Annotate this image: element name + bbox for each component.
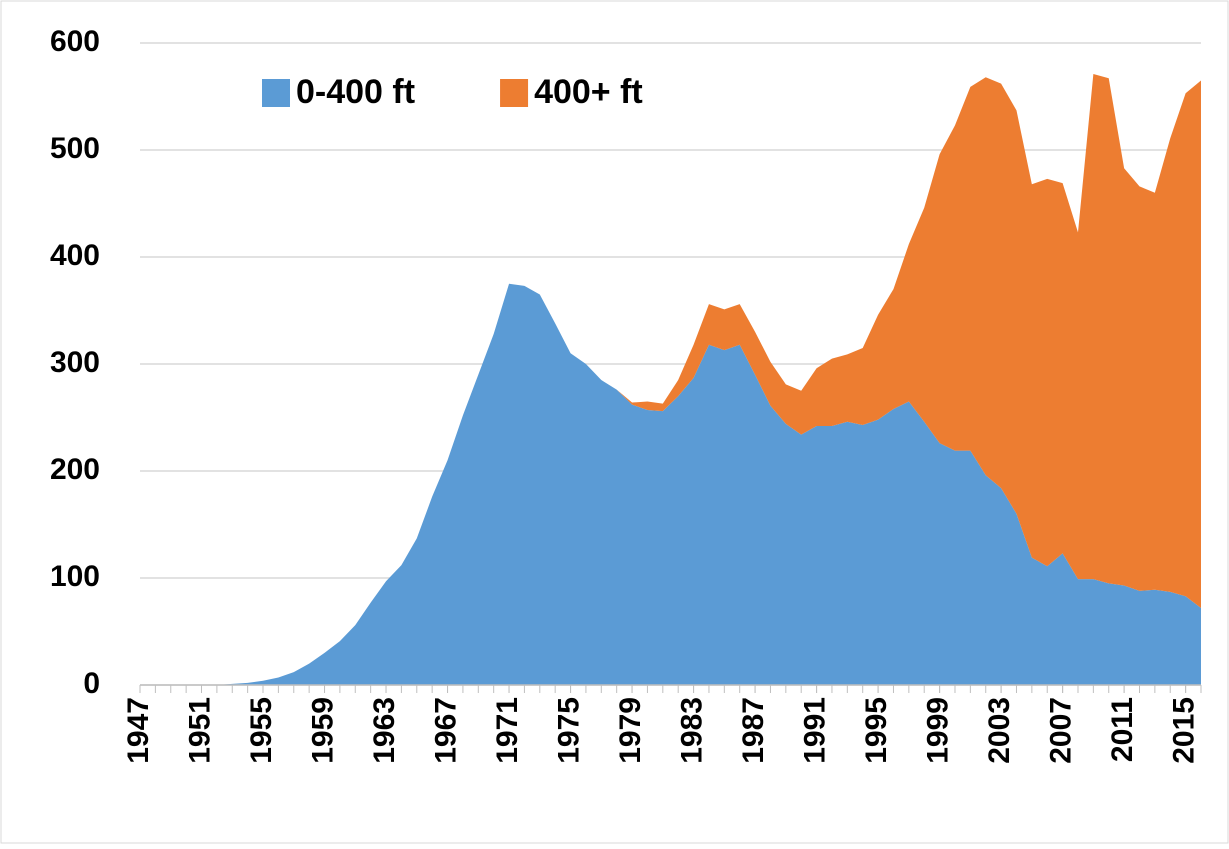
x-tick-label: 1995 — [860, 697, 893, 764]
legend-label: 0-400 ft — [296, 73, 415, 111]
y-tick-label: 200 — [50, 453, 100, 486]
y-tick-label: 300 — [50, 346, 100, 379]
x-tick-label: 2011 — [1106, 697, 1139, 762]
x-tick-label: 1963 — [368, 697, 401, 764]
x-tick-label: 1979 — [614, 697, 647, 764]
y-tick-label: 600 — [50, 25, 100, 58]
x-tick-label: 1951 — [183, 697, 216, 764]
area — [140, 283, 1201, 685]
x-tick-label: 1991 — [799, 697, 832, 764]
x-tick-label: 1975 — [552, 697, 585, 764]
x-tick-label: 1983 — [675, 697, 708, 764]
x-tick-label: 2015 — [1168, 697, 1201, 764]
x-tick-label: 1967 — [429, 697, 462, 764]
y-tick-label: 400 — [50, 239, 100, 272]
legend-swatch — [262, 79, 290, 107]
y-tick-label: 100 — [50, 560, 100, 593]
legend-swatch — [500, 79, 529, 107]
x-tick-label: 2003 — [983, 697, 1016, 764]
x-tick-label: 1959 — [306, 697, 339, 764]
x-tick-label: 1987 — [737, 697, 770, 764]
x-tick-label: 1971 — [491, 697, 524, 764]
legend-label: 400+ ft — [534, 73, 643, 111]
x-tick-label: 2007 — [1045, 697, 1078, 764]
y-tick-label: 0 — [83, 667, 100, 700]
x-tick-label: 1947 — [122, 697, 155, 764]
x-tick-label: 1955 — [245, 697, 278, 764]
area — [140, 74, 1201, 685]
y-tick-label: 500 — [50, 132, 100, 165]
x-tick-label: 1999 — [922, 697, 955, 764]
